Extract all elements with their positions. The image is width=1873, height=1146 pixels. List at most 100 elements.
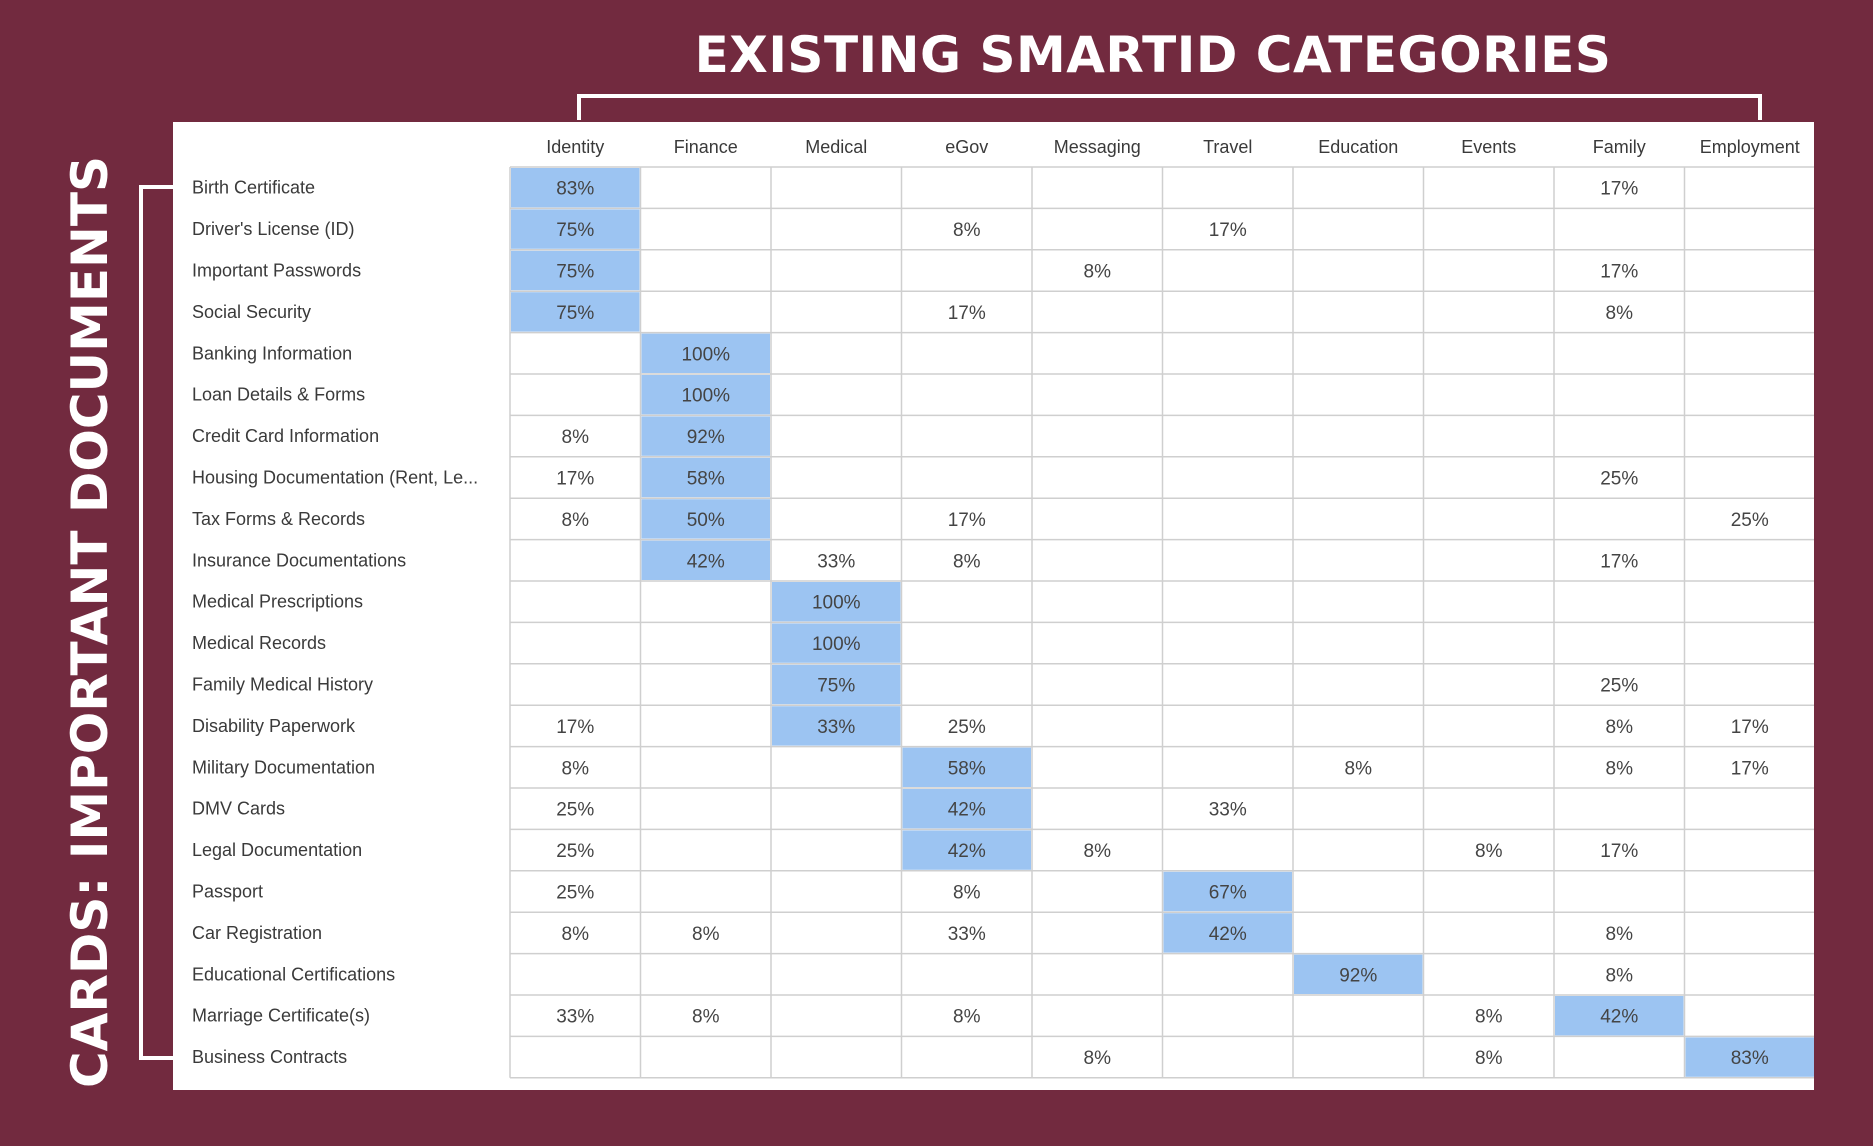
cell-value: 100% bbox=[812, 593, 861, 614]
highlight-cell bbox=[902, 747, 1031, 787]
cell-value: 33% bbox=[817, 717, 855, 738]
cell-value: 17% bbox=[1209, 220, 1247, 241]
cell-value: 67% bbox=[1209, 883, 1247, 904]
cell-value: 58% bbox=[687, 469, 725, 490]
row-label: Housing Documentation (Rent, Le... bbox=[192, 468, 478, 488]
cell-value: 8% bbox=[1606, 303, 1634, 324]
highlight-cell bbox=[1294, 954, 1423, 994]
cell-value: 83% bbox=[556, 179, 594, 200]
cell-value: 42% bbox=[948, 841, 986, 862]
highlight-cell bbox=[772, 623, 901, 663]
cell-value: 75% bbox=[817, 676, 855, 697]
row-label: Medical Prescriptions bbox=[192, 592, 363, 612]
cell-value: 8% bbox=[953, 883, 981, 904]
cell-value: 92% bbox=[687, 427, 725, 448]
cell-value: 8% bbox=[1475, 1048, 1503, 1069]
cell-value: 25% bbox=[556, 800, 594, 821]
matrix-panel: Identity Finance Medical eGov Messaging Trave… bbox=[173, 122, 1814, 1090]
cell-value: 17% bbox=[1600, 841, 1638, 862]
column-header: Family bbox=[1593, 137, 1646, 157]
cell-value: 50% bbox=[687, 510, 725, 531]
side-bracket bbox=[139, 185, 175, 1060]
cell-value: 33% bbox=[556, 1007, 594, 1028]
highlight-cell bbox=[1163, 913, 1292, 953]
cell-value: 17% bbox=[1731, 717, 1769, 738]
cell-value: 17% bbox=[948, 510, 986, 531]
highlight-cell bbox=[772, 706, 901, 746]
column-header: Employment bbox=[1700, 137, 1800, 157]
cell-value: 8% bbox=[562, 924, 590, 945]
highlight-cell bbox=[902, 789, 1031, 829]
cell-value: 8% bbox=[1084, 1048, 1112, 1069]
row-label: Important Passwords bbox=[192, 261, 361, 281]
cell-value: 75% bbox=[556, 303, 594, 324]
cell-value: 58% bbox=[948, 758, 986, 779]
cell-value: 8% bbox=[953, 1007, 981, 1028]
side-title: CARDS: IMPORTANT DOCUMENTS bbox=[61, 155, 119, 1089]
cell-value: 8% bbox=[1606, 758, 1634, 779]
cell-value: 8% bbox=[1084, 841, 1112, 862]
column-header: eGov bbox=[945, 137, 988, 157]
cell-value: 8% bbox=[692, 924, 720, 945]
cell-value: 8% bbox=[1606, 717, 1634, 738]
cell-value: 42% bbox=[948, 800, 986, 821]
highlight-cell bbox=[1163, 871, 1292, 912]
matrix-table: Identity Finance Medical eGov Messaging Trave… bbox=[192, 137, 1814, 1079]
row-label: Military Documentation bbox=[192, 757, 375, 777]
highlight-cell bbox=[641, 499, 770, 539]
row-label: Business Contracts bbox=[192, 1047, 347, 1067]
cell-value: 8% bbox=[1084, 262, 1112, 283]
highlight-cell bbox=[772, 664, 901, 705]
cell-value: 17% bbox=[556, 717, 594, 738]
cell-value: 8% bbox=[1475, 841, 1503, 862]
cell-value: 8% bbox=[953, 551, 981, 572]
cell-value: 8% bbox=[1345, 758, 1373, 779]
cell-value: 17% bbox=[1600, 262, 1638, 283]
row-label: Educational Certifications bbox=[192, 964, 395, 984]
cell-value: 8% bbox=[1606, 965, 1634, 986]
highlight-cell bbox=[641, 540, 770, 580]
row-label: Credit Card Information bbox=[192, 426, 379, 446]
highlight-cell bbox=[511, 250, 640, 291]
highlight-cell bbox=[641, 416, 770, 456]
cell-value: 8% bbox=[562, 758, 590, 779]
top-bracket bbox=[577, 94, 1762, 120]
cell-value: 8% bbox=[1475, 1007, 1503, 1028]
cell-value: 17% bbox=[1600, 179, 1638, 200]
cell-value: 83% bbox=[1731, 1048, 1769, 1069]
row-label: Banking Information bbox=[192, 343, 352, 363]
row-label: Family Medical History bbox=[192, 675, 373, 695]
cell-value: 75% bbox=[556, 220, 594, 241]
row-label: Medical Records bbox=[192, 633, 326, 653]
cell-value: 8% bbox=[562, 427, 590, 448]
cell-value: 33% bbox=[948, 924, 986, 945]
row-label: Tax Forms & Records bbox=[192, 509, 365, 529]
highlight-cell bbox=[1555, 996, 1684, 1036]
row-label: Disability Paperwork bbox=[192, 716, 356, 736]
highlight-cell bbox=[511, 209, 640, 249]
row-label: Insurance Documentations bbox=[192, 550, 406, 570]
highlight-cell bbox=[1685, 1037, 1814, 1077]
cell-value: 25% bbox=[1731, 510, 1769, 531]
cell-value: 8% bbox=[562, 510, 590, 531]
row-label: DMV Cards bbox=[192, 799, 285, 819]
cell-value: 8% bbox=[953, 220, 981, 241]
cell-value: 17% bbox=[948, 303, 986, 324]
highlight-cell bbox=[902, 830, 1031, 870]
cell-value: 17% bbox=[1600, 551, 1638, 572]
column-header: Messaging bbox=[1054, 137, 1141, 157]
chart-title: EXISTING SMARTID CATEGORIES bbox=[694, 26, 1612, 84]
cell-value: 92% bbox=[1339, 965, 1377, 986]
cell-value: 8% bbox=[692, 1007, 720, 1028]
cell-value: 42% bbox=[687, 551, 725, 572]
cell-value: 17% bbox=[556, 469, 594, 490]
cell-value: 25% bbox=[948, 717, 986, 738]
cell-value: 42% bbox=[1209, 924, 1247, 945]
cell-value: 25% bbox=[556, 883, 594, 904]
cell-value: 17% bbox=[1731, 758, 1769, 779]
highlight-cell bbox=[511, 168, 640, 208]
highlight-cell bbox=[772, 582, 901, 622]
cell-value: 25% bbox=[556, 841, 594, 862]
column-header: Medical bbox=[805, 137, 867, 157]
row-label: Birth Certificate bbox=[192, 178, 315, 198]
